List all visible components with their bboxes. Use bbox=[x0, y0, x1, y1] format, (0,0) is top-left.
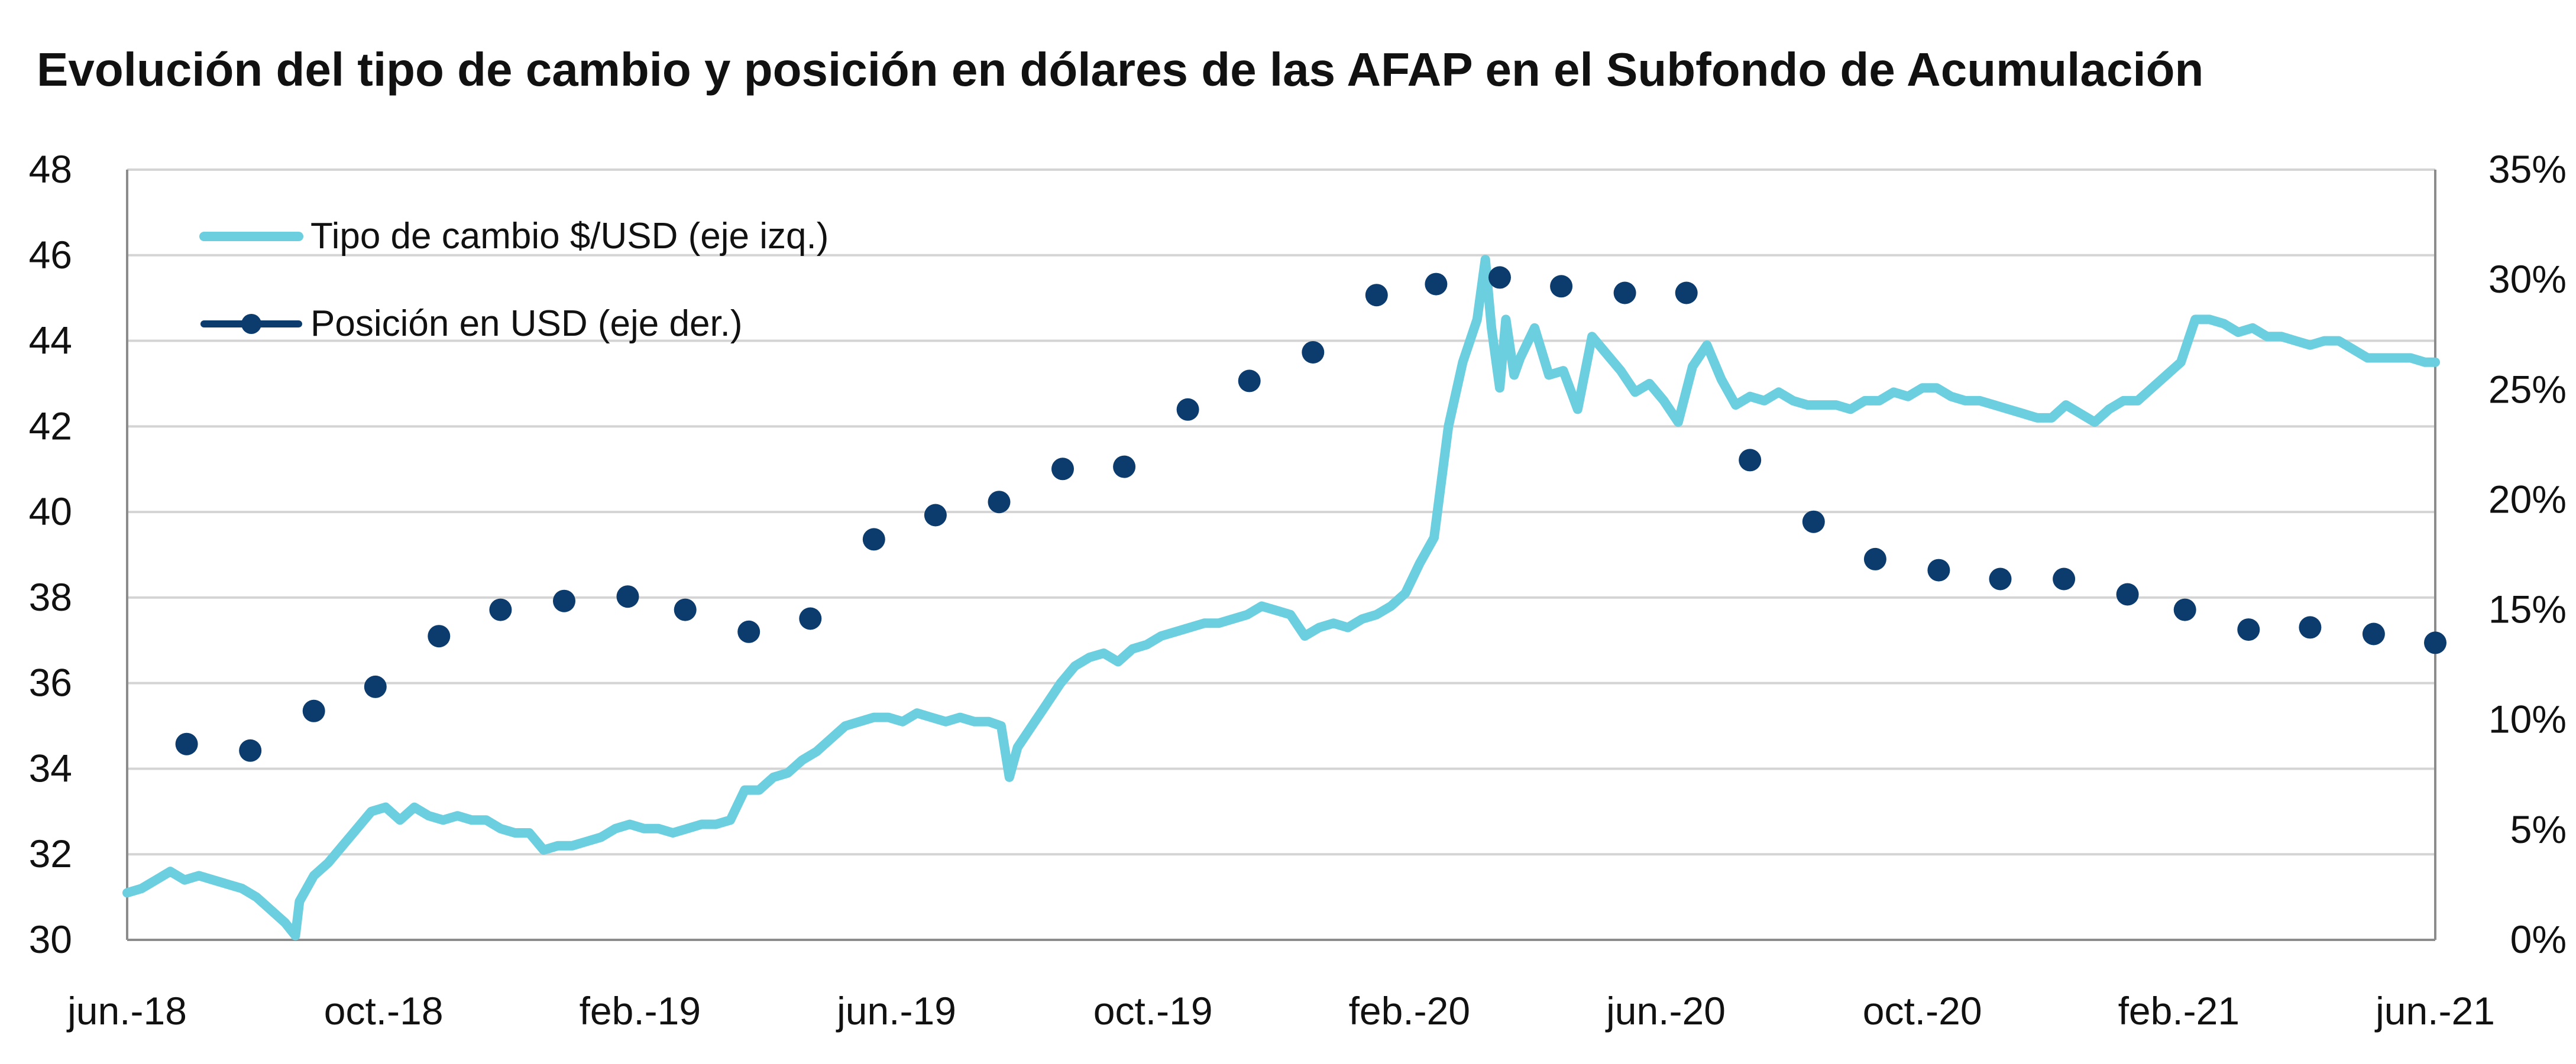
gridlines bbox=[127, 168, 2435, 856]
legend-item-exchange-rate: Tipo de cambio $/USD (eje izq.) bbox=[199, 216, 829, 257]
usd-position-point bbox=[1176, 398, 1199, 421]
usd-position-point bbox=[799, 607, 822, 630]
usd-position-point bbox=[1051, 458, 1074, 481]
x-tick-label: feb.-21 bbox=[2118, 989, 2240, 1033]
y-left-tick-label: 46 bbox=[29, 233, 72, 277]
usd-position-point bbox=[2424, 631, 2446, 654]
exchange-rate-series bbox=[122, 255, 2440, 940]
legend-label-exchange-rate: Tipo de cambio $/USD (eje izq.) bbox=[310, 216, 829, 257]
usd-position-point bbox=[862, 528, 885, 551]
usd-position-point bbox=[239, 739, 262, 762]
x-tick-label: oct.-20 bbox=[1863, 989, 1982, 1033]
x-tick-label: oct.-18 bbox=[324, 989, 444, 1033]
usd-position-point bbox=[1238, 369, 1261, 392]
usd-position-point bbox=[1550, 275, 1573, 298]
usd-position-series bbox=[175, 266, 2446, 762]
y-left-tick-label: 32 bbox=[29, 832, 72, 875]
usd-position-point bbox=[924, 504, 947, 527]
usd-position-point bbox=[1425, 273, 1448, 296]
y-left-tick-label: 34 bbox=[29, 746, 72, 790]
legend: Tipo de cambio $/USD (eje izq.) Posición… bbox=[199, 216, 829, 344]
usd-position-point bbox=[2173, 598, 2196, 621]
x-tick-label: feb.-19 bbox=[580, 989, 701, 1033]
y-right-tick-label: 15% bbox=[2488, 588, 2567, 631]
usd-position-point bbox=[2362, 622, 2385, 645]
x-tick-label: jun.-19 bbox=[836, 989, 956, 1033]
usd-position-point bbox=[1802, 510, 1825, 533]
x-tick-label: feb.-20 bbox=[1349, 989, 1470, 1033]
usd-position-point bbox=[1863, 547, 1886, 570]
x-tick-label: jun.-21 bbox=[2374, 989, 2495, 1033]
chart-title: Evolución del tipo de cambio y posición … bbox=[37, 43, 2203, 96]
y-left-tick-label: 48 bbox=[29, 147, 72, 191]
legend-marker-usd-position bbox=[241, 314, 261, 334]
y-left-tick-label: 38 bbox=[29, 575, 72, 619]
y-right-tick-label: 35% bbox=[2488, 147, 2567, 191]
usd-position-point bbox=[1113, 455, 1136, 478]
y-right-tick-label: 30% bbox=[2488, 257, 2567, 301]
usd-position-point bbox=[2116, 583, 2139, 606]
usd-position-point bbox=[1927, 559, 1950, 582]
right-axis-ticks: 0% 5% 10% 15% 20% 25% 30% 35% bbox=[2488, 147, 2567, 961]
left-axis-ticks: 30 32 34 36 38 40 42 44 46 48 bbox=[29, 147, 72, 961]
axes bbox=[126, 170, 2436, 941]
usd-position-point bbox=[175, 732, 198, 755]
y-left-tick-label: 42 bbox=[29, 404, 72, 447]
usd-position-point bbox=[1302, 341, 1325, 364]
y-right-tick-label: 10% bbox=[2488, 698, 2567, 741]
usd-position-point bbox=[553, 589, 575, 612]
usd-position-point bbox=[1613, 281, 1636, 304]
usd-position-point bbox=[2237, 618, 2260, 641]
y-left-tick-label: 40 bbox=[29, 489, 72, 533]
x-tick-label: oct.-19 bbox=[1093, 989, 1213, 1033]
x-axis-ticks: jun.-18 oct.-18 feb.-19 jun.-19 oct.-19 feb.-… bbox=[66, 989, 2495, 1033]
legend-label-usd-position: Posición en USD (eje der.) bbox=[310, 303, 743, 344]
y-right-tick-label: 5% bbox=[2510, 807, 2567, 851]
x-tick-label: jun.-20 bbox=[1605, 989, 1726, 1033]
exchange-rate-line bbox=[122, 255, 2440, 940]
usd-position-point bbox=[674, 598, 697, 621]
usd-position-point bbox=[988, 491, 1011, 514]
y-left-tick-label: 36 bbox=[29, 661, 72, 705]
usd-position-point bbox=[489, 598, 512, 621]
usd-position-point bbox=[2299, 616, 2322, 639]
y-left-tick-label: 30 bbox=[29, 917, 72, 961]
x-tick-label: jun.-18 bbox=[66, 989, 187, 1033]
usd-position-point bbox=[428, 625, 451, 648]
usd-position-point bbox=[737, 620, 760, 643]
usd-position-point bbox=[1989, 567, 2012, 591]
usd-position-point bbox=[1488, 266, 1511, 289]
usd-position-point bbox=[2053, 567, 2076, 591]
y-left-tick-label: 44 bbox=[29, 319, 72, 362]
y-right-tick-label: 20% bbox=[2488, 477, 2567, 521]
legend-item-usd-position: Posición en USD (eje der.) bbox=[200, 303, 743, 344]
usd-position-point bbox=[1675, 281, 1698, 304]
usd-position-point bbox=[1365, 284, 1388, 307]
usd-position-point bbox=[616, 585, 639, 608]
usd-position-point bbox=[1739, 449, 1762, 472]
usd-position-point bbox=[364, 675, 387, 698]
y-right-tick-label: 0% bbox=[2510, 917, 2567, 961]
usd-position-point bbox=[302, 699, 325, 722]
y-right-tick-label: 25% bbox=[2488, 367, 2567, 411]
